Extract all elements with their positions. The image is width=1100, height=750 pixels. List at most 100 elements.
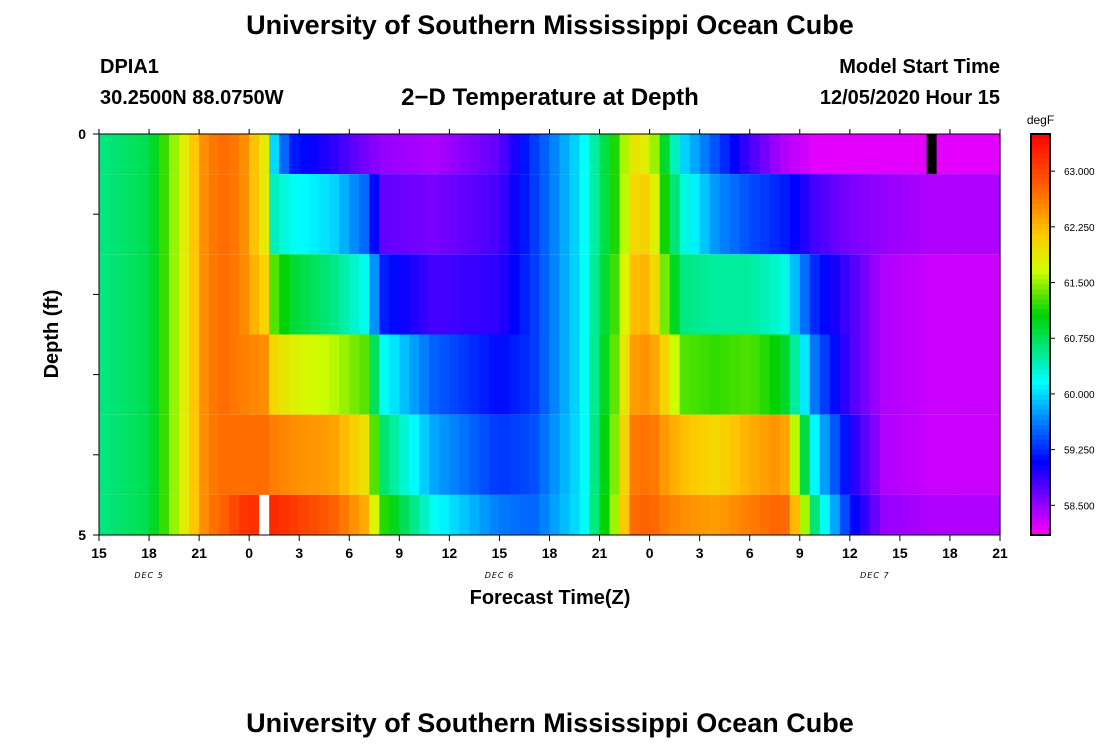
heatmap-cell bbox=[919, 254, 931, 335]
colorbar-segment bbox=[1031, 504, 1050, 511]
heatmap-cell bbox=[379, 334, 390, 415]
heatmap-cell bbox=[189, 494, 200, 535]
heatmap-cell bbox=[549, 134, 561, 175]
heatmap-cell bbox=[529, 414, 541, 495]
heatmap-cell bbox=[349, 334, 360, 415]
y-axis-label: Depth (ft) bbox=[41, 290, 63, 379]
colorbar-segment bbox=[1031, 339, 1050, 346]
heatmap-cell bbox=[899, 494, 911, 535]
heatmap-cell bbox=[669, 134, 681, 175]
heatmap-cell bbox=[659, 494, 671, 535]
colorbar-segment bbox=[1031, 244, 1050, 250]
heatmap-cell bbox=[549, 334, 561, 415]
heatmap-cell bbox=[879, 414, 891, 495]
heatmap-cell bbox=[679, 494, 691, 535]
heatmap-cell bbox=[549, 414, 561, 495]
heatmap-cell bbox=[589, 414, 601, 495]
heatmap-cell bbox=[519, 334, 531, 415]
heatmap-cell bbox=[849, 174, 861, 255]
heatmap-cell bbox=[599, 134, 611, 175]
heatmap-cell bbox=[839, 134, 851, 175]
x-tick-label: 12 bbox=[442, 545, 458, 561]
heatmap-cell bbox=[429, 174, 440, 255]
heatmap-cell bbox=[919, 414, 931, 495]
heatmap-cell bbox=[169, 134, 180, 175]
heatmap-cell bbox=[489, 334, 501, 415]
heatmap-cell bbox=[849, 414, 861, 495]
colorbar-segment bbox=[1031, 384, 1050, 391]
heatmap-cell bbox=[199, 494, 210, 535]
heatmap-cell bbox=[399, 414, 410, 495]
heatmap-cell bbox=[209, 334, 220, 415]
x-tick-label: 18 bbox=[141, 545, 157, 561]
heatmap-cell bbox=[289, 334, 300, 415]
heatmap-cell bbox=[869, 254, 881, 335]
heatmap-cell bbox=[449, 494, 460, 535]
heatmap-cell bbox=[149, 494, 160, 535]
heatmap-cell bbox=[319, 254, 330, 335]
heatmap-cell bbox=[899, 414, 911, 495]
colorbar-segment bbox=[1031, 399, 1050, 406]
heatmap-cell bbox=[879, 174, 891, 255]
heatmap-cell bbox=[239, 174, 250, 255]
heatmap-cell bbox=[779, 494, 791, 535]
heatmap-cell bbox=[329, 494, 340, 535]
heatmap-cell bbox=[219, 334, 230, 415]
heatmap-cell bbox=[759, 414, 771, 495]
heatmap-cell bbox=[429, 414, 440, 495]
colorbar-segment bbox=[1031, 524, 1050, 531]
heatmap-cell bbox=[739, 254, 751, 335]
day-label: DEC 7 bbox=[860, 571, 889, 580]
heatmap-cell bbox=[699, 254, 711, 335]
heatmap-cell bbox=[939, 254, 951, 335]
colorbar-segment bbox=[1031, 294, 1050, 301]
heatmap-cell bbox=[889, 134, 901, 175]
heatmap-cell bbox=[279, 494, 290, 535]
heatmap-cell bbox=[969, 414, 981, 495]
heatmap-cell bbox=[199, 334, 210, 415]
heatmap-cell bbox=[459, 414, 471, 495]
heatmap-cell bbox=[659, 334, 671, 415]
heatmap-cell bbox=[269, 334, 280, 415]
colorbar-segment bbox=[1031, 429, 1050, 436]
heatmap-cell bbox=[399, 134, 410, 175]
heatmap-cell bbox=[929, 254, 941, 335]
heatmap-cell bbox=[749, 334, 761, 415]
heatmap-cell bbox=[799, 254, 811, 335]
heatmap-cell bbox=[589, 334, 601, 415]
heatmap-cell bbox=[159, 414, 170, 495]
heatmap-cell bbox=[799, 334, 811, 415]
colorbar-segment bbox=[1031, 289, 1050, 295]
heatmap-cell bbox=[129, 254, 140, 335]
heatmap-cell bbox=[279, 334, 290, 415]
x-tick-label: 21 bbox=[191, 545, 207, 561]
heatmap-cell bbox=[929, 494, 941, 535]
heatmap-cell bbox=[749, 254, 761, 335]
heatmap-cell bbox=[219, 494, 230, 535]
heatmap-cell bbox=[219, 134, 230, 175]
heatmap-cell bbox=[159, 334, 170, 415]
heatmap-cell bbox=[859, 174, 871, 255]
heatmap-cell bbox=[439, 414, 450, 495]
heatmap-cell bbox=[849, 334, 861, 415]
heatmap-cell bbox=[569, 494, 581, 535]
heatmap-cell bbox=[919, 174, 931, 255]
colorbar-label: 59.250 bbox=[1064, 446, 1095, 457]
heatmap-cell bbox=[469, 134, 481, 175]
heatmap-cell bbox=[789, 494, 801, 535]
heatmap-cell bbox=[369, 174, 380, 255]
heatmap-cell bbox=[959, 414, 971, 495]
heatmap-cell bbox=[599, 334, 611, 415]
heatmap-cell bbox=[489, 254, 501, 335]
colorbar-segment bbox=[1031, 529, 1050, 536]
heatmap-cell bbox=[489, 494, 501, 535]
heatmap-cell bbox=[239, 414, 250, 495]
heatmap-cell bbox=[689, 494, 701, 535]
heatmap-cell bbox=[889, 254, 901, 335]
heatmap-cell bbox=[669, 334, 681, 415]
heatmap-cell bbox=[99, 334, 110, 415]
heatmap-cell bbox=[629, 414, 641, 495]
heatmap-cell bbox=[569, 414, 581, 495]
colorbar-segment bbox=[1031, 329, 1050, 336]
heatmap-cell bbox=[389, 334, 400, 415]
